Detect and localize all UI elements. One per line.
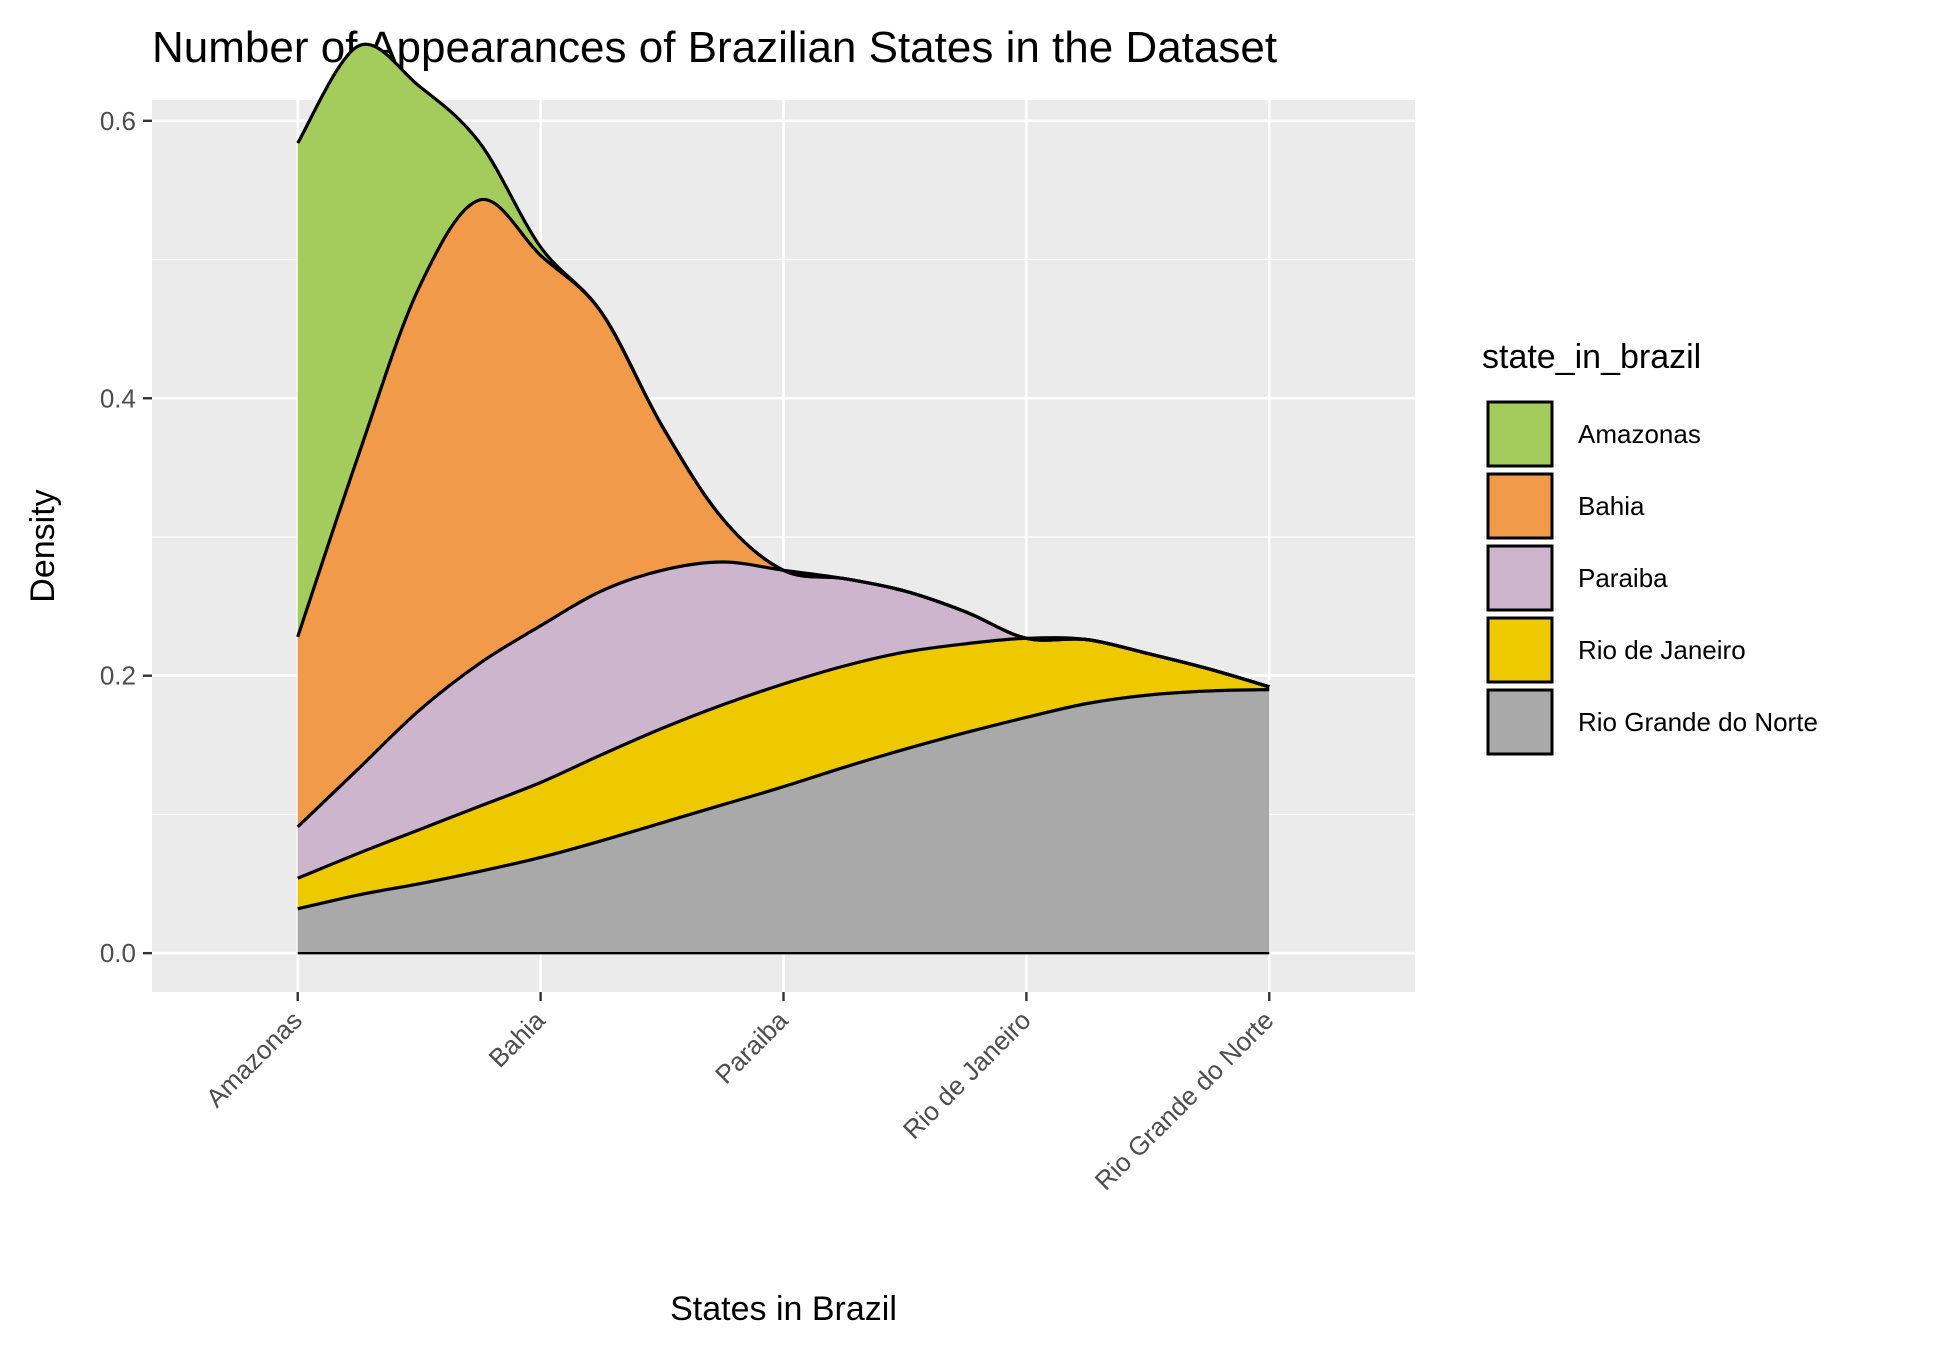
legend-label: Rio Grande do Norte (1578, 707, 1818, 737)
x-tick-label: Amazonas (200, 1005, 308, 1113)
legend-label: Paraiba (1578, 563, 1668, 593)
x-tick-label: Rio de Janeiro (897, 1005, 1037, 1145)
density-outline-rio-de-janeiro (297, 636, 1270, 880)
density-outline-rio-grande-do-norte (297, 688, 1270, 911)
density-area-amazonas (297, 44, 1270, 687)
density-area-rio-de-janeiro (297, 637, 1270, 909)
x-tick-label: Paraiba (709, 1005, 794, 1090)
density-area-paraiba (297, 562, 1270, 879)
y-axis-title: Density (24, 489, 62, 602)
x-axis-title: States in Brazil (670, 1290, 897, 1328)
legend-label: Bahia (1578, 491, 1645, 521)
y-tick-label: 0.4 (100, 383, 136, 413)
legend-key-paraiba (1486, 544, 1554, 612)
x-axis: Amazonas Bahia Paraiba Rio de Janeiro Rio Gr… (200, 992, 1280, 1196)
legend-key-rio-grande-do-norte (1486, 688, 1554, 756)
legend-label: Rio de Janeiro (1578, 635, 1746, 665)
legend-key-amazonas (1486, 400, 1554, 468)
density-areas (296, 42, 1270, 955)
legend: state_in_brazil Amazonas Bahia Paraiba Rio … (1482, 338, 1818, 756)
density-area-rio-grande-do-norte (297, 689, 1270, 954)
x-tick-label: Rio Grande do Norte (1089, 1005, 1280, 1196)
y-axis: 0.0 0.2 0.4 0.6 (100, 106, 152, 968)
legend-title: state_in_brazil (1482, 338, 1701, 376)
density-area-bahia (297, 199, 1270, 827)
legend-label: Amazonas (1578, 419, 1701, 449)
y-tick-label: 0.0 (100, 938, 136, 968)
y-tick-label: 0.2 (100, 661, 136, 691)
y-tick-label: 0.6 (100, 106, 136, 136)
chart-title: Number of Appearances of Brazilian State… (152, 23, 1277, 72)
x-tick-label: Bahia (483, 1005, 552, 1074)
legend-key-bahia (1486, 472, 1554, 540)
legend-key-rio-de-janeiro (1486, 616, 1554, 684)
